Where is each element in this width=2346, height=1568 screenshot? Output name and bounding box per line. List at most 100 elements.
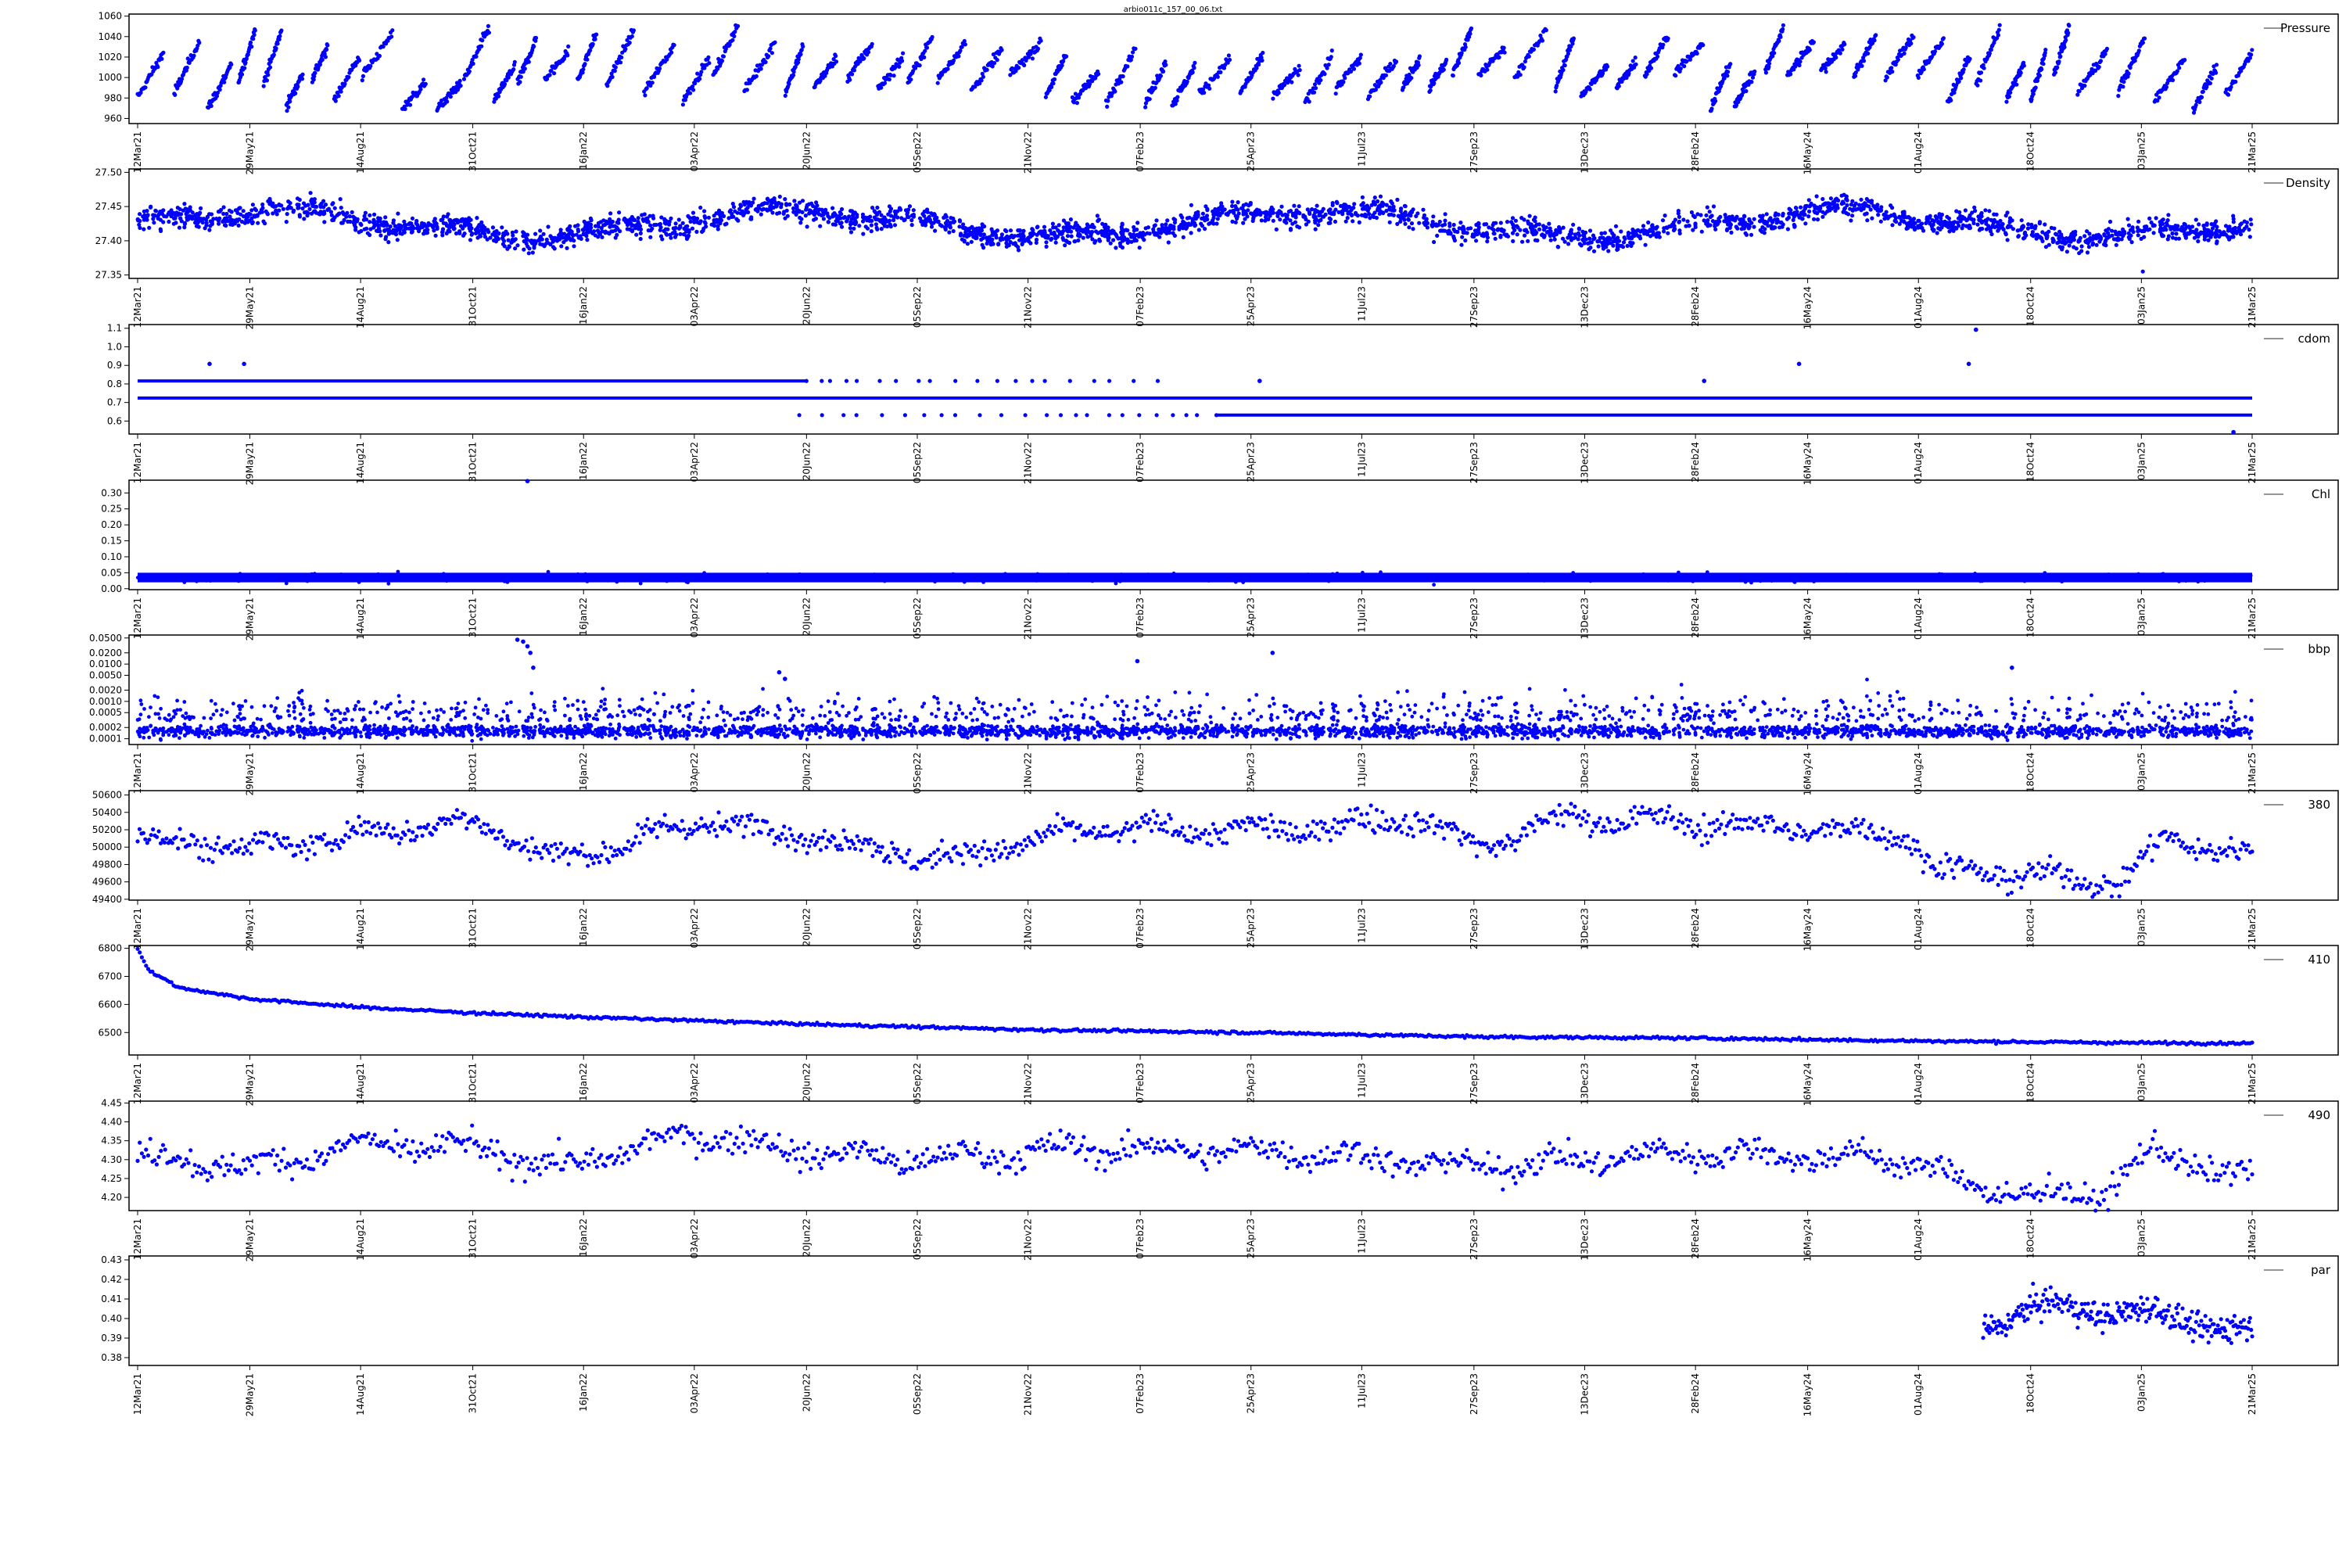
data-point [1623,235,1627,239]
data-point [2196,239,2200,243]
data-point [639,237,643,241]
data-point [2214,71,2218,75]
data-point [421,77,425,81]
y-tick-label: 1020 [98,52,122,63]
data-point [143,85,147,89]
data-point [160,57,163,61]
data-point [192,54,196,58]
data-point [759,66,763,70]
data-point [1860,64,1864,68]
data-point [1569,230,1573,234]
data-point [1655,55,1659,59]
data-point [1154,218,1158,222]
data-point [2108,220,2112,224]
data-point [1752,217,1756,221]
data-point [1934,214,1938,218]
data-point [1812,40,1816,44]
data-point [1496,228,1500,232]
data-point [1902,216,1906,220]
data-point [325,208,329,212]
data-point [830,206,834,210]
data-point [2165,85,2168,89]
data-point [378,54,382,58]
data-point [2232,217,2236,221]
x-tick-label: 16May24 [1803,286,1813,329]
panel-frame [129,169,2338,278]
data-point [1048,228,1052,232]
data-point [2061,246,2064,249]
data-point [1216,75,1220,79]
data-point [511,67,515,71]
data-point [1634,56,1638,59]
data-point [611,75,615,79]
data-point [324,55,328,59]
data-point [1004,229,1008,233]
data-point [614,66,618,70]
data-point [1834,56,1838,59]
data-point [650,227,654,231]
data-point [404,223,407,227]
x-tick-label: 27Sep23 [1469,131,1480,173]
data-point [2137,48,2141,52]
data-point [1763,231,1767,235]
data-point [875,206,879,210]
data-point [1113,89,1117,93]
data-point [2041,62,2045,66]
data-point [981,225,985,229]
data-point [1684,224,1688,228]
data-point [1211,213,1215,217]
data-point [777,211,781,215]
data-point [1537,228,1541,231]
data-point [2022,63,2026,67]
data-point [1498,235,1502,239]
data-point [1036,47,1040,51]
data-point [755,74,759,78]
data-point [1862,59,1866,63]
data-point [400,231,404,235]
data-point [892,215,896,219]
data-point [1384,209,1388,213]
data-point [1759,214,1763,218]
data-point [322,220,326,224]
data-point [981,75,985,79]
data-point [511,231,515,235]
data-point [1673,74,1677,77]
data-point [1297,64,1301,68]
data-point [1457,61,1461,65]
data-point [1794,206,1798,210]
data-point [706,56,710,59]
x-tick-label: 14Aug21 [355,131,366,174]
data-point [2143,37,2147,41]
data-point [1409,76,1413,80]
data-point [585,58,589,62]
data-point [1322,215,1325,219]
data-point [605,84,609,88]
data-point [784,94,787,98]
data-point [479,235,482,239]
data-point [546,224,550,228]
series-Pressure-points [135,23,2254,115]
data-point [1866,52,1870,56]
data-point [864,224,868,228]
data-point [852,68,856,72]
data-point [1677,221,1681,224]
data-point [472,62,475,66]
x-tick-label: 03Apr22 [689,131,700,171]
data-point [1752,70,1756,74]
data-point [897,65,901,69]
data-point [901,52,905,56]
data-point [736,24,740,28]
data-point [1217,206,1221,210]
data-point [1760,225,1764,229]
data-point [1770,218,1774,222]
data-point [704,224,708,228]
x-tick-label: 21Nov22 [1023,286,1034,328]
data-point [1824,70,1828,74]
data-point [745,88,749,91]
data-point [346,75,350,79]
data-point [1494,237,1498,241]
y-tick-label: 980 [104,92,122,103]
data-point [698,206,702,210]
data-point [1438,220,1442,224]
